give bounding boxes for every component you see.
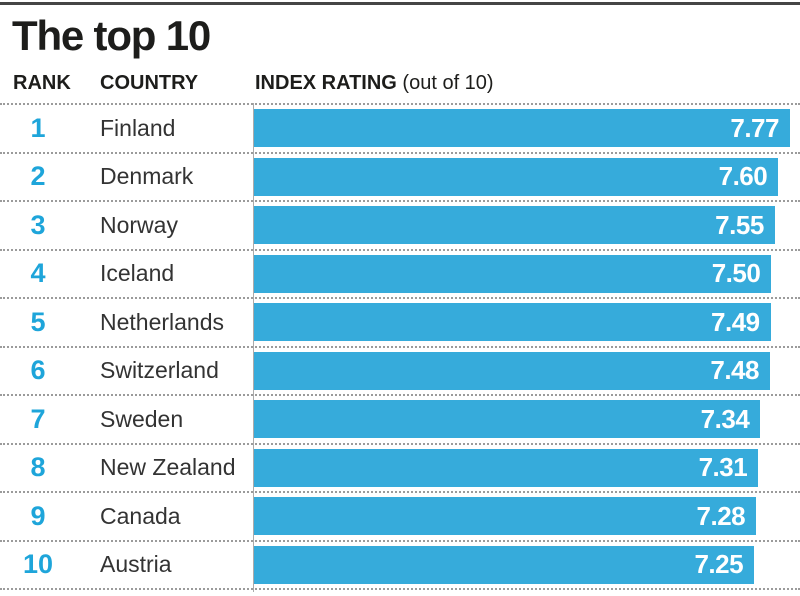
chart-baseline-axis xyxy=(253,103,254,592)
rank-number: 6 xyxy=(30,355,46,386)
rank-number: 7 xyxy=(30,403,46,434)
country-label: Austria xyxy=(100,551,172,578)
rank-column-header: RANK xyxy=(13,72,71,94)
country-column-header: COUNTRY xyxy=(100,72,199,94)
rating-column-header: INDEX RATING (out of 10) xyxy=(255,72,494,95)
country-label: Finland xyxy=(100,114,176,141)
bar-cell: 7.49 xyxy=(253,299,800,346)
rank-number: 5 xyxy=(30,306,46,337)
rank-number: 3 xyxy=(30,209,46,240)
country-label: Iceland xyxy=(100,260,175,287)
rank-number: 4 xyxy=(30,258,46,289)
rating-bar: 7.55 xyxy=(253,206,775,245)
table-row: 10 Austria 7.25 xyxy=(0,542,800,590)
bar-cell: 7.55 xyxy=(253,202,800,249)
rating-value: 7.77 xyxy=(730,112,779,143)
table-row: 1 Finland 7.77 xyxy=(0,105,800,154)
rating-value: 7.34 xyxy=(700,403,750,434)
bar-cell: 7.28 xyxy=(253,493,800,540)
rating-header-note: (out of 10) xyxy=(402,72,494,94)
rating-bar: 7.25 xyxy=(253,545,755,584)
bar-cell: 7.60 xyxy=(253,154,800,201)
rank-number: 8 xyxy=(30,452,46,483)
rating-bar: 7.34 xyxy=(253,400,761,439)
rating-value: 7.25 xyxy=(694,549,744,580)
bar-cell: 7.48 xyxy=(253,348,800,395)
country-label: Canada xyxy=(100,502,181,529)
bar-cell: 7.34 xyxy=(253,396,800,443)
rating-value: 7.31 xyxy=(698,452,748,483)
table-row: 4 Iceland 7.50 xyxy=(0,251,800,299)
table-row: 2 Denmark 7.60 xyxy=(0,154,800,202)
column-headers: RANK COUNTRY INDEX RATING (out of 10) xyxy=(0,72,800,98)
rating-bar: 7.31 xyxy=(253,448,759,487)
bar-cell: 7.77 xyxy=(253,105,800,152)
rating-value: 7.49 xyxy=(711,306,760,337)
rating-bar: 7.28 xyxy=(253,497,757,536)
bar-cell: 7.31 xyxy=(253,445,800,492)
country-label: Switzerland xyxy=(100,357,219,384)
rank-number: 1 xyxy=(30,112,46,143)
rating-value: 7.60 xyxy=(718,161,768,192)
rating-value: 7.48 xyxy=(710,355,759,386)
rank-number: 9 xyxy=(30,500,46,531)
rating-bar: 7.77 xyxy=(253,109,790,148)
table-row: 8 New Zealand 7.31 xyxy=(0,445,800,493)
bar-cell: 7.50 xyxy=(253,251,800,298)
rating-value: 7.55 xyxy=(715,209,764,240)
rank-number: 2 xyxy=(30,161,46,192)
bar-cell: 7.25 xyxy=(253,542,800,589)
table-row: 5 Netherlands 7.49 xyxy=(0,299,800,348)
country-label: Norway xyxy=(100,211,178,238)
rating-value: 7.50 xyxy=(711,258,761,289)
table-row: 9 Canada 7.28 xyxy=(0,493,800,542)
country-label: Netherlands xyxy=(100,308,225,335)
rating-bar: 7.50 xyxy=(253,254,772,293)
table-row: 3 Norway 7.55 xyxy=(0,202,800,251)
country-label: Denmark xyxy=(100,163,194,190)
bar-chart: 1 Finland 7.77 2 Denmark 7.60 3 Norway 7… xyxy=(0,103,800,590)
table-row: 7 Sweden 7.34 xyxy=(0,396,800,445)
rating-header-label: INDEX RATING xyxy=(255,72,397,94)
rating-bar: 7.48 xyxy=(253,351,770,390)
table-row: 6 Switzerland 7.48 xyxy=(0,348,800,396)
rating-bar: 7.49 xyxy=(253,303,771,342)
country-label: Sweden xyxy=(100,405,184,432)
rating-bar: 7.60 xyxy=(253,157,779,196)
rating-value: 7.28 xyxy=(696,500,746,531)
top-rule xyxy=(0,2,800,5)
page-title: The top 10 xyxy=(12,12,211,59)
rank-number: 10 xyxy=(22,549,54,580)
country-label: New Zealand xyxy=(100,454,236,481)
